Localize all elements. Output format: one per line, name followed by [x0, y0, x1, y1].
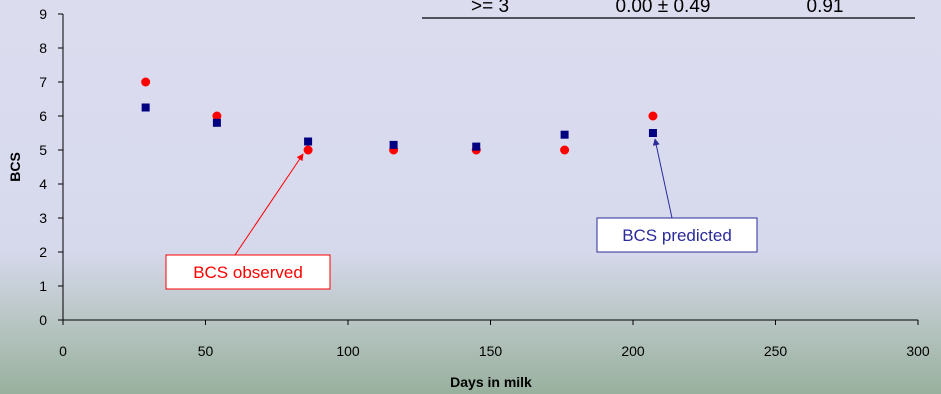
observed-point	[648, 111, 658, 121]
observed-label-box	[165, 254, 331, 290]
x-tick-label: 50	[198, 343, 214, 359]
y-tick-label: 3	[39, 210, 47, 226]
table-cell-mean-sd: 0.00 ± 0.49	[616, 0, 711, 17]
table-cell-group: >= 3	[471, 0, 509, 17]
y-tick-label: 9	[39, 6, 47, 22]
observed-point	[141, 77, 151, 87]
x-axis-title: Days in milk	[450, 374, 532, 390]
table-cell-value: 0.91	[807, 0, 844, 17]
predicted-point	[648, 129, 657, 137]
y-tick-label: 4	[39, 176, 47, 192]
observed-point	[303, 145, 313, 155]
predicted-point	[304, 137, 313, 146]
observed-annotation: BCS observed	[165, 153, 331, 290]
y-tick-label: 6	[39, 108, 47, 124]
x-tick-label: 100	[336, 343, 360, 359]
observed-point	[560, 145, 570, 155]
x-axis-ticks: 0 50 100 150 200 250 300	[59, 320, 930, 359]
x-tick-label: 150	[479, 343, 503, 359]
x-tick-label: 200	[621, 343, 645, 359]
observed-point	[212, 111, 222, 121]
predicted-point	[212, 118, 221, 127]
predicted-label: BCS predicted	[622, 226, 732, 245]
x-tick-label: 0	[59, 343, 67, 359]
y-tick-label: 1	[39, 278, 47, 294]
predicted-point	[389, 140, 398, 149]
x-tick-label: 250	[764, 343, 788, 359]
stats-table: >= 3 0.00 ± 0.49 0.91	[422, 0, 915, 19]
y-tick-label: 8	[39, 40, 47, 56]
predicted-arrow	[652, 138, 673, 219]
data-points	[141, 77, 658, 155]
predicted-label-box	[596, 217, 758, 253]
y-axis-ticks: 0 1 2 3 4 5 6 7 8 9	[39, 6, 63, 328]
y-tick-label: 0	[39, 312, 47, 328]
x-tick-label: 300	[906, 343, 930, 359]
observed-label: BCS observed	[193, 263, 303, 282]
observed-arrow	[234, 153, 304, 256]
predicted-point	[560, 130, 569, 139]
predicted-point	[141, 103, 150, 112]
y-tick-label: 5	[39, 142, 47, 158]
y-axis-title: BCS	[7, 152, 23, 182]
y-tick-label: 2	[39, 244, 47, 260]
predicted-point	[472, 142, 481, 151]
predicted-annotation: BCS predicted	[596, 138, 758, 253]
y-tick-label: 7	[39, 74, 47, 90]
